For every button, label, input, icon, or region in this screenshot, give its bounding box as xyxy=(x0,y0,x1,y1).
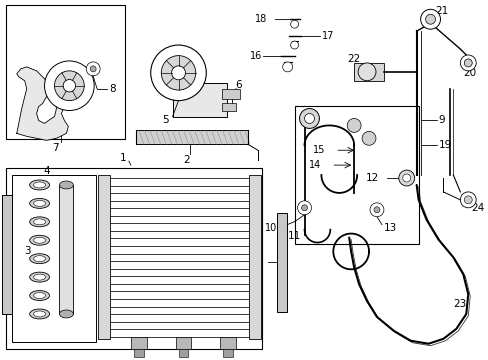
Circle shape xyxy=(361,131,375,145)
Text: 1: 1 xyxy=(120,153,126,163)
Circle shape xyxy=(346,118,360,132)
Circle shape xyxy=(90,66,96,72)
Circle shape xyxy=(290,20,298,28)
Circle shape xyxy=(301,205,307,211)
Text: 11: 11 xyxy=(287,230,301,240)
Ellipse shape xyxy=(34,219,45,225)
Ellipse shape xyxy=(34,293,45,298)
Circle shape xyxy=(171,66,185,80)
Text: 23: 23 xyxy=(452,299,466,309)
Text: 18: 18 xyxy=(254,14,266,24)
Text: 22: 22 xyxy=(347,54,360,64)
Circle shape xyxy=(54,71,84,100)
Ellipse shape xyxy=(34,182,45,188)
Ellipse shape xyxy=(34,201,45,206)
Circle shape xyxy=(86,62,100,76)
Bar xyxy=(2,195,12,314)
Text: 17: 17 xyxy=(322,31,334,41)
Text: 12: 12 xyxy=(365,173,378,183)
Bar xyxy=(172,83,226,117)
Circle shape xyxy=(425,14,435,24)
Ellipse shape xyxy=(34,256,45,262)
Bar xyxy=(276,213,286,312)
Ellipse shape xyxy=(30,198,49,208)
Circle shape xyxy=(161,55,195,90)
Bar xyxy=(222,89,240,99)
Circle shape xyxy=(282,62,292,72)
Bar xyxy=(98,175,110,339)
Circle shape xyxy=(459,55,475,71)
Bar xyxy=(248,175,260,339)
Circle shape xyxy=(44,61,94,111)
Text: 3: 3 xyxy=(24,247,30,256)
Ellipse shape xyxy=(30,217,49,227)
Text: 7: 7 xyxy=(52,143,59,153)
Circle shape xyxy=(398,170,414,186)
Bar xyxy=(136,130,247,144)
Circle shape xyxy=(357,63,375,81)
Text: 9: 9 xyxy=(438,116,444,126)
Bar xyxy=(12,175,96,342)
Circle shape xyxy=(290,41,298,49)
Text: 19: 19 xyxy=(438,140,451,150)
Text: 2: 2 xyxy=(183,155,189,165)
Ellipse shape xyxy=(30,291,49,301)
Circle shape xyxy=(459,192,475,208)
Text: 14: 14 xyxy=(309,160,321,170)
Bar xyxy=(294,105,418,244)
Bar xyxy=(134,349,143,357)
Bar xyxy=(6,5,124,139)
Text: 16: 16 xyxy=(249,51,262,61)
Circle shape xyxy=(373,207,379,213)
Ellipse shape xyxy=(30,235,49,245)
Ellipse shape xyxy=(30,180,49,190)
Bar xyxy=(175,337,191,349)
Ellipse shape xyxy=(34,274,45,280)
Text: 24: 24 xyxy=(470,203,484,213)
Circle shape xyxy=(463,196,471,204)
Bar xyxy=(178,349,188,357)
Ellipse shape xyxy=(34,311,45,317)
Ellipse shape xyxy=(60,181,73,189)
Circle shape xyxy=(150,45,206,100)
Text: 6: 6 xyxy=(235,80,241,90)
Bar xyxy=(353,63,383,81)
Text: 3: 3 xyxy=(249,257,255,267)
Text: 15: 15 xyxy=(313,145,325,155)
Ellipse shape xyxy=(30,309,49,319)
Text: 8: 8 xyxy=(109,84,116,94)
Bar xyxy=(220,337,236,349)
Bar xyxy=(223,349,233,357)
Text: 4: 4 xyxy=(43,166,50,176)
Ellipse shape xyxy=(34,237,45,243)
Bar xyxy=(222,103,236,111)
Text: 20: 20 xyxy=(463,68,476,78)
Bar xyxy=(6,168,262,349)
Text: 5: 5 xyxy=(162,116,168,126)
Circle shape xyxy=(299,109,319,129)
Polygon shape xyxy=(17,67,76,140)
Ellipse shape xyxy=(30,254,49,264)
Text: 10: 10 xyxy=(264,222,276,233)
Bar xyxy=(60,185,73,314)
Circle shape xyxy=(463,59,471,67)
Circle shape xyxy=(304,113,314,123)
Circle shape xyxy=(402,174,410,182)
Text: 21: 21 xyxy=(435,6,448,16)
Bar xyxy=(131,337,146,349)
Text: 13: 13 xyxy=(383,222,396,233)
Ellipse shape xyxy=(30,272,49,282)
Circle shape xyxy=(63,80,76,92)
Circle shape xyxy=(369,203,383,217)
Circle shape xyxy=(297,201,311,215)
Ellipse shape xyxy=(60,310,73,318)
Circle shape xyxy=(420,9,440,29)
